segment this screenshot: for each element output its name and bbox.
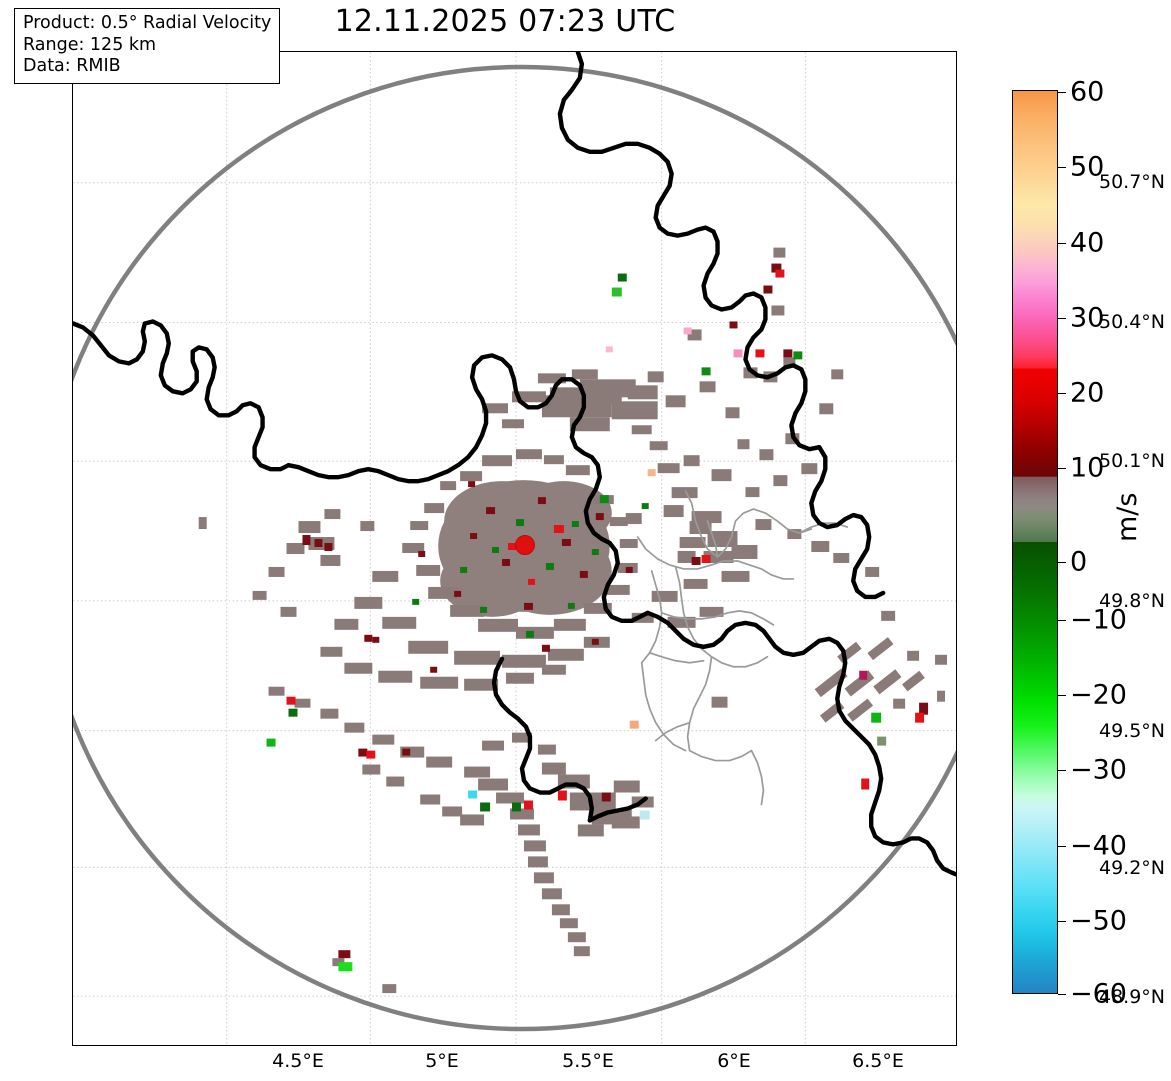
echo-band-southwest-accent bbox=[266, 696, 478, 972]
colorbar-gradient bbox=[1013, 91, 1057, 993]
radar-echo-layer bbox=[198, 247, 948, 994]
colorbar-tick-label: 50 bbox=[1070, 151, 1105, 183]
longitude-tick-label: 4.5°E bbox=[272, 1050, 324, 1072]
page-title: 12.11.2025 07:23 UTC bbox=[334, 4, 676, 39]
colorbar-tick-mark bbox=[1058, 695, 1066, 696]
colorbar-tick-mark bbox=[1058, 770, 1066, 771]
colorbar-tick-label: −20 bbox=[1070, 679, 1127, 711]
colorbar-unit-label: m/s bbox=[1112, 492, 1143, 542]
radar-map-plot[interactable] bbox=[72, 51, 957, 1046]
velocity-colorbar[interactable] bbox=[1012, 90, 1058, 994]
colorbar-tick-label: 20 bbox=[1070, 377, 1105, 409]
country-borders bbox=[73, 52, 956, 877]
colorbar-tick-mark bbox=[1058, 620, 1066, 621]
colorbar-tick-label: −50 bbox=[1070, 905, 1127, 937]
info-product-line: Product: 0.5° Radial Velocity bbox=[23, 13, 272, 33]
echo-scattered-east bbox=[787, 529, 948, 709]
colorbar-tick-mark bbox=[1058, 562, 1066, 563]
latitude-tick-label: 50.7°N bbox=[1099, 171, 1166, 193]
echo-negative-pixels bbox=[412, 503, 649, 638]
colorbar-tick-mark bbox=[1058, 994, 1066, 995]
colorbar-tick-mark bbox=[1058, 243, 1066, 244]
longitude-tick-label: 6°E bbox=[717, 1050, 751, 1072]
echo-band-southeast-accent bbox=[859, 670, 946, 790]
latitude-tick-label: 50.4°N bbox=[1099, 311, 1166, 333]
longitude-tick-label: 5.5°E bbox=[562, 1050, 614, 1072]
map-canvas bbox=[73, 52, 956, 1045]
latitude-tick-label: 49.8°N bbox=[1099, 590, 1166, 612]
colorbar-tick-label: −10 bbox=[1070, 604, 1127, 636]
latitude-tick-label: 48.9°N bbox=[1099, 986, 1166, 1008]
colorbar-tick-label: 0 bbox=[1070, 546, 1088, 578]
latitude-tick-label: 49.5°N bbox=[1099, 720, 1166, 742]
echo-scattered-west-accent bbox=[302, 535, 373, 642]
latitude-tick-label: 50.1°N bbox=[1099, 450, 1166, 472]
colorbar-tick-label: −60 bbox=[1070, 978, 1127, 1010]
info-data-line: Data: RMIB bbox=[23, 56, 121, 76]
colorbar-tick-label: 40 bbox=[1070, 227, 1105, 259]
colorbar-tick-label: 10 bbox=[1070, 452, 1105, 484]
product-info-box: Product: 0.5° Radial Velocity Range: 125… bbox=[14, 8, 281, 84]
map-vector-layer bbox=[73, 52, 956, 1045]
echo-band-southwest bbox=[268, 686, 590, 994]
info-range-line: Range: 125 km bbox=[23, 34, 157, 55]
echo-clutter-core-speckle bbox=[320, 369, 750, 691]
longitude-tick-label: 6.5°E bbox=[852, 1050, 904, 1072]
colorbar-tick-label: 60 bbox=[1070, 76, 1105, 108]
admin-borders bbox=[636, 490, 849, 806]
echo-positive-bright bbox=[508, 525, 564, 585]
colorbar-tick-mark bbox=[1058, 167, 1066, 168]
grid-lines bbox=[73, 52, 956, 1045]
echo-cluster-south-central-accent bbox=[480, 790, 650, 820]
echo-cluster-luxembourg-accent bbox=[599, 469, 711, 729]
colorbar-tick-label: 30 bbox=[1070, 302, 1105, 334]
radar-site-marker bbox=[514, 535, 535, 555]
colorbar-tick-mark bbox=[1058, 468, 1066, 469]
colorbar-tick-mark bbox=[1058, 318, 1066, 319]
colorbar-tick-label: −40 bbox=[1070, 830, 1127, 862]
range-circle-125km bbox=[73, 64, 956, 1032]
colorbar-tick-mark bbox=[1058, 846, 1066, 847]
colorbar-tick-label: −30 bbox=[1070, 754, 1127, 786]
echo-positive-pixels bbox=[372, 481, 633, 673]
colorbar-tick-mark bbox=[1058, 393, 1066, 394]
colorbar-tick-mark bbox=[1058, 921, 1066, 922]
latitude-tick-label: 49.2°N bbox=[1099, 857, 1166, 879]
echo-band-southeast bbox=[814, 637, 925, 723]
colorbar-tick-mark bbox=[1058, 92, 1066, 93]
echo-cluster-northeast-accent bbox=[605, 263, 803, 376]
longitude-tick-label: 5°E bbox=[425, 1050, 459, 1072]
